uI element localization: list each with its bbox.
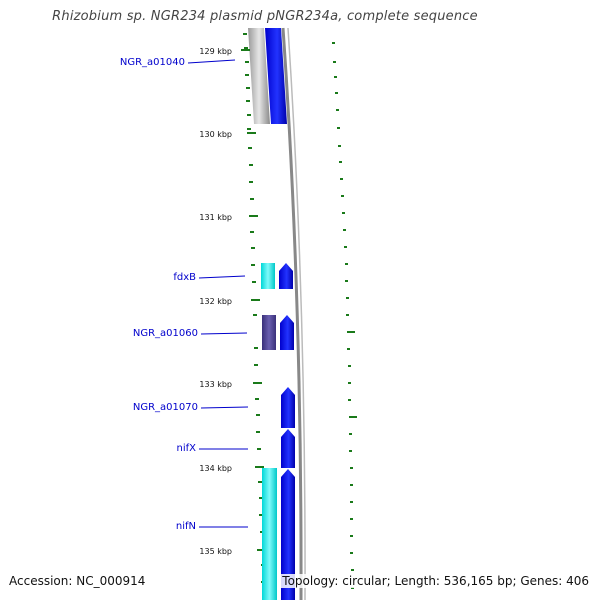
feature-block-cyan[interactable] bbox=[262, 468, 277, 600]
scale-label: 129 kbp bbox=[199, 47, 232, 56]
cds-arrow[interactable] bbox=[279, 263, 293, 289]
gene-leader-line bbox=[198, 275, 246, 279]
scale-label: 135 kbp bbox=[199, 547, 232, 556]
scale-label: 132 kbp bbox=[199, 297, 232, 306]
gene-leader-line bbox=[187, 59, 236, 64]
feature-block-purple[interactable] bbox=[262, 315, 276, 350]
gene-label[interactable]: nifX bbox=[177, 443, 197, 454]
cds-arrow[interactable] bbox=[281, 429, 295, 468]
scale-label: 134 kbp bbox=[199, 464, 232, 473]
cds-arrow[interactable] bbox=[265, 28, 287, 124]
cds-arrow[interactable] bbox=[281, 469, 295, 600]
genome-summary: Topology: circular; Length: 536,165 bp; … bbox=[281, 574, 590, 588]
feature-block-cyan[interactable] bbox=[261, 263, 275, 289]
accession-label: Accession: NC_000914 bbox=[9, 574, 146, 588]
gene-label[interactable]: fdxB bbox=[173, 272, 196, 283]
map-title: Rhizobium sp. NGR234 plasmid pNGR234a, c… bbox=[52, 9, 478, 24]
backbone-arc bbox=[281, 27, 303, 600]
gene-label[interactable]: NGR_a01070 bbox=[133, 402, 198, 413]
scale-label: 131 kbp bbox=[199, 213, 232, 222]
gene-label[interactable]: NGR_a01040 bbox=[120, 57, 185, 68]
gc-band bbox=[248, 28, 270, 124]
backbone-arc-outer bbox=[287, 27, 306, 600]
gene-leader-line bbox=[200, 406, 249, 409]
gene-label[interactable]: nifN bbox=[176, 521, 196, 532]
gene-leader-line bbox=[200, 332, 248, 335]
gene-label[interactable]: NGR_a01060 bbox=[133, 328, 198, 339]
scale-label: 133 kbp bbox=[199, 380, 232, 389]
scale-label: 130 kbp bbox=[199, 130, 232, 139]
cds-arrow[interactable] bbox=[280, 315, 294, 350]
cds-arrow[interactable] bbox=[281, 387, 295, 428]
